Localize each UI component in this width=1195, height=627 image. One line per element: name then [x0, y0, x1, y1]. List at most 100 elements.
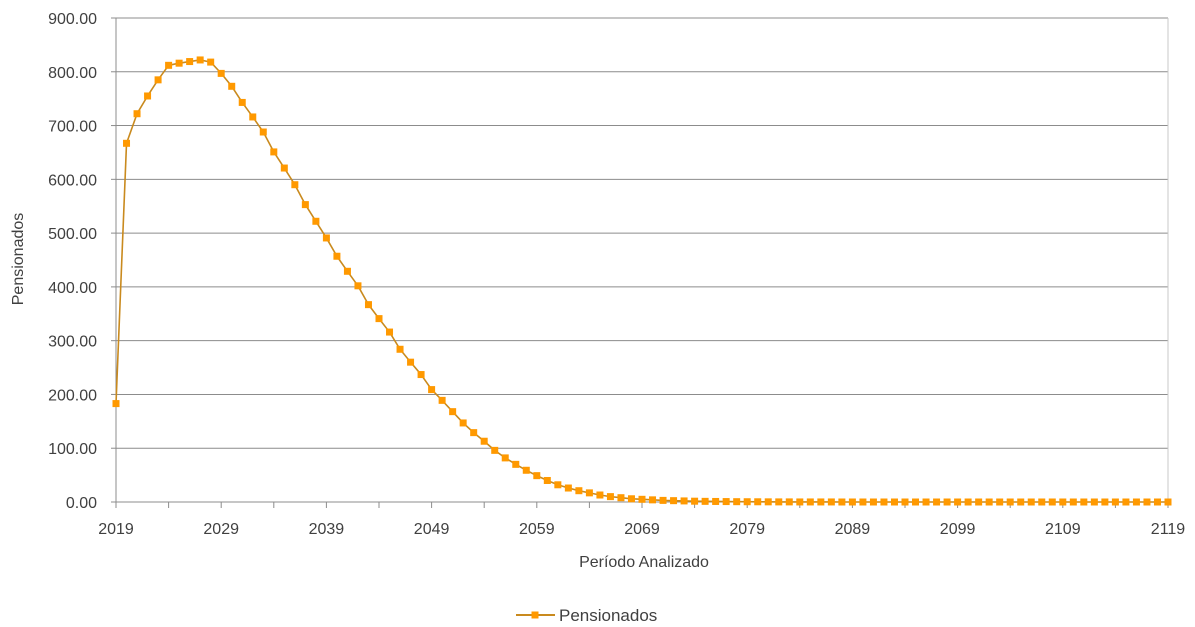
y-tick-label: 0.00	[66, 495, 97, 512]
x-tick-label: 2019	[98, 521, 134, 538]
data-point	[428, 386, 436, 394]
data-point	[1059, 498, 1067, 506]
data-point	[880, 498, 888, 506]
data-point	[1101, 498, 1109, 506]
legend: Pensionados	[516, 606, 657, 625]
data-point	[375, 315, 383, 323]
data-point	[554, 481, 562, 489]
data-point	[606, 493, 614, 501]
data-point	[196, 56, 204, 64]
data-point	[438, 396, 446, 404]
data-point	[722, 498, 730, 506]
data-point	[1164, 498, 1172, 506]
data-point	[522, 466, 530, 474]
data-point	[1122, 498, 1130, 506]
data-point	[670, 497, 678, 505]
x-tick-label: 2089	[835, 521, 871, 538]
data-point	[259, 128, 267, 136]
y-tick-label: 200.00	[48, 387, 97, 404]
y-tick-label: 300.00	[48, 334, 97, 351]
data-point	[491, 446, 499, 454]
series-markers	[112, 56, 1172, 506]
data-point	[364, 301, 372, 309]
data-point	[144, 92, 152, 100]
data-point	[270, 148, 278, 156]
y-tick-label: 600.00	[48, 172, 97, 189]
gridlines	[116, 17, 1168, 449]
data-point	[901, 498, 909, 506]
data-point	[1017, 498, 1025, 506]
data-point	[312, 217, 320, 225]
y-tick-label: 500.00	[48, 226, 97, 243]
data-point	[659, 496, 667, 504]
data-point	[564, 484, 572, 492]
data-point	[827, 498, 835, 506]
data-point	[859, 498, 867, 506]
data-point	[943, 498, 951, 506]
data-point	[996, 498, 1004, 506]
data-point	[343, 267, 351, 275]
data-point	[533, 472, 541, 480]
data-point	[1048, 498, 1056, 506]
data-point	[775, 498, 783, 506]
x-tick-label: 2029	[203, 521, 239, 538]
data-point	[912, 498, 920, 506]
data-point	[806, 498, 814, 506]
x-tick-label: 2049	[414, 521, 450, 538]
data-point	[838, 498, 846, 506]
data-point	[301, 201, 309, 209]
data-point	[1080, 498, 1088, 506]
data-point	[933, 498, 941, 506]
data-point	[449, 408, 457, 416]
series-lines	[115, 59, 1168, 503]
y-tick-label: 400.00	[48, 280, 97, 297]
x-tick-label: 2069	[624, 521, 660, 538]
data-point	[238, 98, 246, 106]
axes	[111, 17, 1169, 508]
data-point	[280, 164, 288, 172]
data-point	[638, 495, 646, 503]
data-point	[112, 400, 120, 408]
x-axis-title: Período Analizado	[579, 554, 709, 571]
data-point	[417, 371, 425, 379]
y-tick-label: 100.00	[48, 441, 97, 458]
data-point	[922, 498, 930, 506]
data-point	[333, 252, 341, 260]
data-point	[249, 113, 257, 121]
data-point	[480, 437, 488, 445]
data-point	[869, 498, 877, 506]
data-point	[217, 69, 225, 77]
data-point	[743, 498, 751, 506]
x-tick-label: 2109	[1045, 521, 1081, 538]
x-tick-label: 2099	[940, 521, 976, 538]
data-point	[712, 497, 720, 505]
data-point	[407, 358, 415, 366]
data-point	[512, 460, 520, 468]
data-point	[154, 76, 162, 84]
data-point	[954, 498, 962, 506]
data-point	[1153, 498, 1161, 506]
y-tick-label: 900.00	[48, 11, 97, 28]
data-point	[890, 498, 898, 506]
data-point	[785, 498, 793, 506]
y-tick-label: 700.00	[48, 119, 97, 136]
data-point	[1132, 498, 1140, 506]
data-point	[617, 494, 625, 502]
data-point	[386, 328, 394, 336]
x-tick-label: 2039	[309, 521, 345, 538]
data-point	[501, 454, 509, 462]
data-point	[459, 419, 467, 427]
data-point	[701, 497, 709, 505]
data-point	[322, 234, 330, 242]
x-tick-label: 2119	[1151, 521, 1186, 538]
data-point	[649, 496, 657, 504]
legend-label: Pensionados	[559, 606, 657, 625]
data-point	[575, 487, 583, 495]
data-point	[186, 58, 194, 66]
data-point	[133, 110, 141, 118]
data-point	[764, 498, 772, 506]
x-tick-label: 2059	[519, 521, 555, 538]
data-point	[123, 139, 131, 147]
data-point	[1027, 498, 1035, 506]
